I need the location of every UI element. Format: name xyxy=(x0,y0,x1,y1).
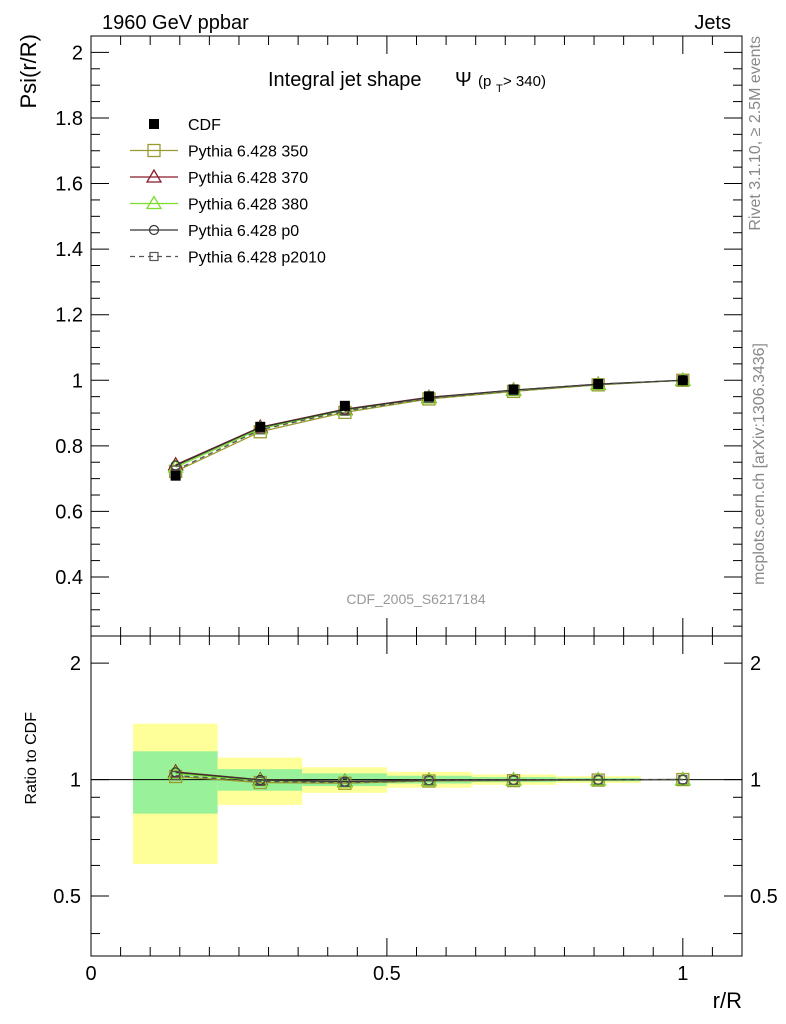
y-tick-label: 1.6 xyxy=(55,174,83,196)
y-tick-label: 1 xyxy=(72,370,83,392)
y-tick-label: 0.6 xyxy=(55,501,83,523)
y-tick-label: 0.8 xyxy=(55,436,83,458)
data-point xyxy=(170,470,181,481)
header-right: Jets xyxy=(694,12,731,34)
y-tick-label: 2 xyxy=(72,42,83,64)
chart-title: Integral jet shape Ψ (p T > 340) xyxy=(268,69,546,95)
legend-label: Pythia 6.428 370 xyxy=(188,170,308,187)
ratio-plot: 0 0.5 1 0.5 1 2 0.5 1 2 xyxy=(53,618,778,985)
legend-marker xyxy=(147,143,161,158)
ratio-point xyxy=(508,775,519,785)
y-tick-label: 1.4 xyxy=(55,239,83,261)
ratio-y-tick-label-right: 0.5 xyxy=(750,886,778,908)
chart-title-symbol: Ψ xyxy=(455,69,472,91)
legend-label: Pythia 6.428 p2010 xyxy=(188,250,326,267)
data-point xyxy=(508,384,519,395)
ratio-y-axis-label: Ratio to CDF xyxy=(23,712,40,805)
ratio-point xyxy=(593,775,603,785)
x-axis-label: r/R xyxy=(713,988,742,1013)
legend: CDF Pythia 6.428 350 Pythia 6.428 370 Pythi… xyxy=(130,117,326,267)
ratio-point xyxy=(678,774,688,785)
mcplots-label: mcplots.cern.ch [arXiv:1306.3436] xyxy=(751,343,768,585)
data-point xyxy=(593,378,604,389)
watermark: CDF_2005_S6217184 xyxy=(346,591,486,607)
data-point xyxy=(677,375,688,386)
y-tick-label: 0.4 xyxy=(55,567,83,589)
chart-title-sub-p: (p xyxy=(478,73,491,90)
x-tick-label: 0.5 xyxy=(373,963,401,985)
ratio-point xyxy=(171,770,181,781)
ratio-y-tick-label-right: 1 xyxy=(750,770,761,792)
ratio-y-tick-label: 1 xyxy=(70,770,81,792)
ratio-series-line xyxy=(175,774,683,784)
x-tick-label: 1 xyxy=(677,963,688,985)
legend-label: Pythia 6.428 380 xyxy=(188,197,308,214)
x-tick-label: 0 xyxy=(85,963,96,985)
legend-marker xyxy=(149,251,159,262)
ratio-y-tick-label: 0.5 xyxy=(53,886,81,908)
y-tick-label: 1.2 xyxy=(55,305,83,327)
ratio-y-tick-label-right: 2 xyxy=(750,653,761,675)
main-plot: 0.4 0.6 0.8 1 1.2 1.4 1.6 1.8 2 xyxy=(55,35,743,637)
legend-marker xyxy=(149,119,159,129)
legend-label: Pythia 6.428 p0 xyxy=(188,223,299,240)
chart-title-sub-T: T xyxy=(496,83,503,95)
chart-title-text: Integral jet shape xyxy=(268,69,421,91)
legend-label: Pythia 6.428 350 xyxy=(188,144,308,161)
legend-label: CDF xyxy=(188,117,221,134)
ratio-point xyxy=(340,777,350,788)
legend-marker xyxy=(148,224,160,236)
y-tick-label: 1.8 xyxy=(55,108,83,130)
legend-marker xyxy=(145,195,163,210)
header-left: 1960 GeV ppbar xyxy=(102,12,249,34)
rivet-label: Rivet 3.1.10, ≥ 2.5M events xyxy=(747,36,764,231)
legend-marker xyxy=(145,168,163,183)
data-point xyxy=(423,391,434,402)
y-axis-label: Psi(r/R) xyxy=(16,34,41,109)
ratio-y-tick-label: 2 xyxy=(70,653,81,675)
data-point xyxy=(339,400,350,411)
chart-title-sub-rest: > 340) xyxy=(503,73,546,90)
data-point xyxy=(255,421,266,432)
ratio-point xyxy=(424,776,434,786)
ratio-point xyxy=(255,776,265,786)
